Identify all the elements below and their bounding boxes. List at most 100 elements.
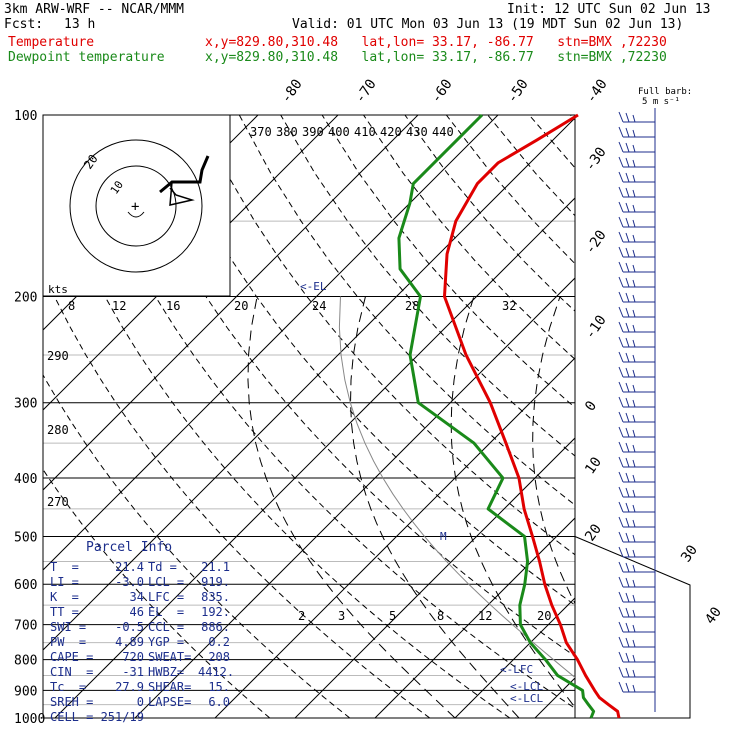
temperature-legend: Temperature	[8, 35, 95, 50]
parcel-info-value: 21.1	[201, 560, 230, 574]
hodograph-ring-20	[69, 139, 203, 273]
init-time: Init: 12 UTC Sun 02 Jun 13	[507, 2, 711, 17]
wind-barb-flag	[632, 684, 636, 693]
wind-barb-flag	[625, 172, 630, 183]
wind-barb-flag	[625, 637, 630, 648]
wind-barb-flag	[632, 609, 636, 618]
wind-barb-flag	[625, 577, 630, 588]
top-isotherm-label: -70	[352, 76, 380, 106]
wind-barb-flag	[632, 324, 636, 333]
theta-label: 420	[380, 125, 402, 139]
wind-barb-flag	[625, 247, 630, 258]
mixing-ratio-label: 24	[312, 299, 326, 313]
parcel-info-key: Tc =	[50, 680, 87, 694]
wind-barb-flag	[618, 141, 624, 153]
temperature-line	[442, 113, 621, 719]
wind-barb-flag	[618, 261, 624, 273]
dry-adiabat	[487, 115, 575, 217]
wind-barb-flag	[625, 457, 630, 468]
wind-barb-flag	[618, 486, 624, 498]
ccl-marker: <-LCL	[510, 692, 543, 705]
parcel-info-value: 27.9	[115, 680, 144, 694]
theta-label: 290	[47, 349, 69, 363]
isotherm-label: -30	[582, 144, 610, 174]
wind-barb-flag	[618, 186, 624, 198]
parcel-info-key: SREH =	[50, 695, 94, 709]
wind-barb-flag	[632, 519, 636, 528]
theta-label: 380	[276, 125, 298, 139]
isotherm	[214, 357, 575, 718]
parcel-info-value: 46	[129, 605, 144, 619]
theta-label: 390	[302, 125, 324, 139]
pressure-label: 600	[14, 578, 37, 593]
dry-adiabat	[114, 115, 575, 657]
dry-adiabat	[653, 115, 740, 718]
parcel-info-value: 835.	[201, 590, 230, 604]
storm-motion-mark	[127, 211, 145, 218]
wind-barb-flag	[632, 654, 636, 663]
wind-barb-flag	[632, 264, 636, 273]
parcel-info-value: 0.2	[208, 635, 230, 649]
pressure-label: 100	[14, 109, 37, 124]
mixed-layer-marker: M	[440, 530, 447, 543]
parcel-info-key: LFC =	[148, 590, 185, 604]
wind-barb-flag	[625, 112, 630, 123]
moist-adiabat	[597, 297, 711, 718]
isotherm-label: -10	[582, 312, 610, 342]
pressure-label: 300	[14, 397, 37, 412]
isotherm	[43, 117, 575, 651]
wind-barb-flag	[625, 667, 630, 678]
moist-adiabat	[247, 296, 456, 718]
wind-barb-flag	[618, 591, 624, 603]
hodograph-ring-label: 10	[108, 178, 126, 196]
wind-barb-flag	[618, 471, 624, 483]
parcel-info-value: 6.0	[208, 695, 230, 709]
wind-barb-flag	[632, 459, 636, 468]
dry-adiabat	[238, 115, 575, 506]
parcel-info-value: 34	[129, 590, 144, 604]
top-isotherm-label: -80	[278, 76, 306, 106]
dry-adiabat	[73, 115, 575, 709]
wind-barb-flag	[618, 396, 624, 408]
dry-adiabat	[156, 115, 575, 606]
forecast-label: Fcst:	[4, 17, 44, 32]
wind-barb-flag	[632, 564, 636, 573]
wind-barb-flag	[625, 217, 630, 228]
dewpoint-legend: Dewpoint temperature	[8, 50, 165, 65]
wind-barb-flag	[618, 426, 624, 438]
wind-barb-flag	[632, 219, 636, 228]
parcel-info-key: SWI =	[50, 620, 87, 634]
wind-barb-flag	[625, 187, 630, 198]
wind-barb-flag	[618, 561, 624, 573]
isotherm	[43, 115, 499, 571]
dry-adiabat	[43, 270, 431, 718]
dry-adiabat	[736, 115, 740, 718]
parcel-path	[338, 296, 575, 679]
wind-barb-flag	[625, 202, 630, 213]
top-isotherm-label: -60	[428, 76, 456, 106]
parcel-info-value: 919.	[201, 575, 230, 589]
parcel-info-key: LCL =	[148, 575, 185, 589]
parcel-info-title: Parcel Info	[86, 540, 173, 555]
isotherm	[374, 517, 575, 718]
wind-barb-flag	[618, 516, 624, 528]
mixing-ratio-label: 32	[502, 299, 516, 313]
wind-barb-flag	[625, 352, 630, 363]
wind-barb-flag	[632, 474, 636, 483]
wind-barb-flag	[618, 666, 624, 678]
temperature-location: x,y=829.80,310.48 lat,lon= 33.17, -86.77…	[205, 35, 667, 50]
wind-barb-flag	[625, 652, 630, 663]
dry-adiabat	[43, 468, 271, 718]
parcel-info-key: CAPE =	[50, 650, 94, 664]
hodograph-trace	[159, 155, 210, 194]
parcel-info-key: EL =	[148, 605, 185, 619]
isotherm	[43, 115, 339, 411]
dry-adiabat	[43, 148, 511, 718]
isotherm-label: 0	[582, 398, 600, 414]
parcel-info-key: K =	[50, 590, 79, 604]
wind-barb-flag	[618, 246, 624, 258]
wind-barb-flag	[632, 309, 636, 318]
mixing-ratio-label: 16	[166, 299, 180, 313]
pressure-label: 900	[14, 684, 37, 699]
parcel-info-value: 4.89	[115, 635, 144, 649]
